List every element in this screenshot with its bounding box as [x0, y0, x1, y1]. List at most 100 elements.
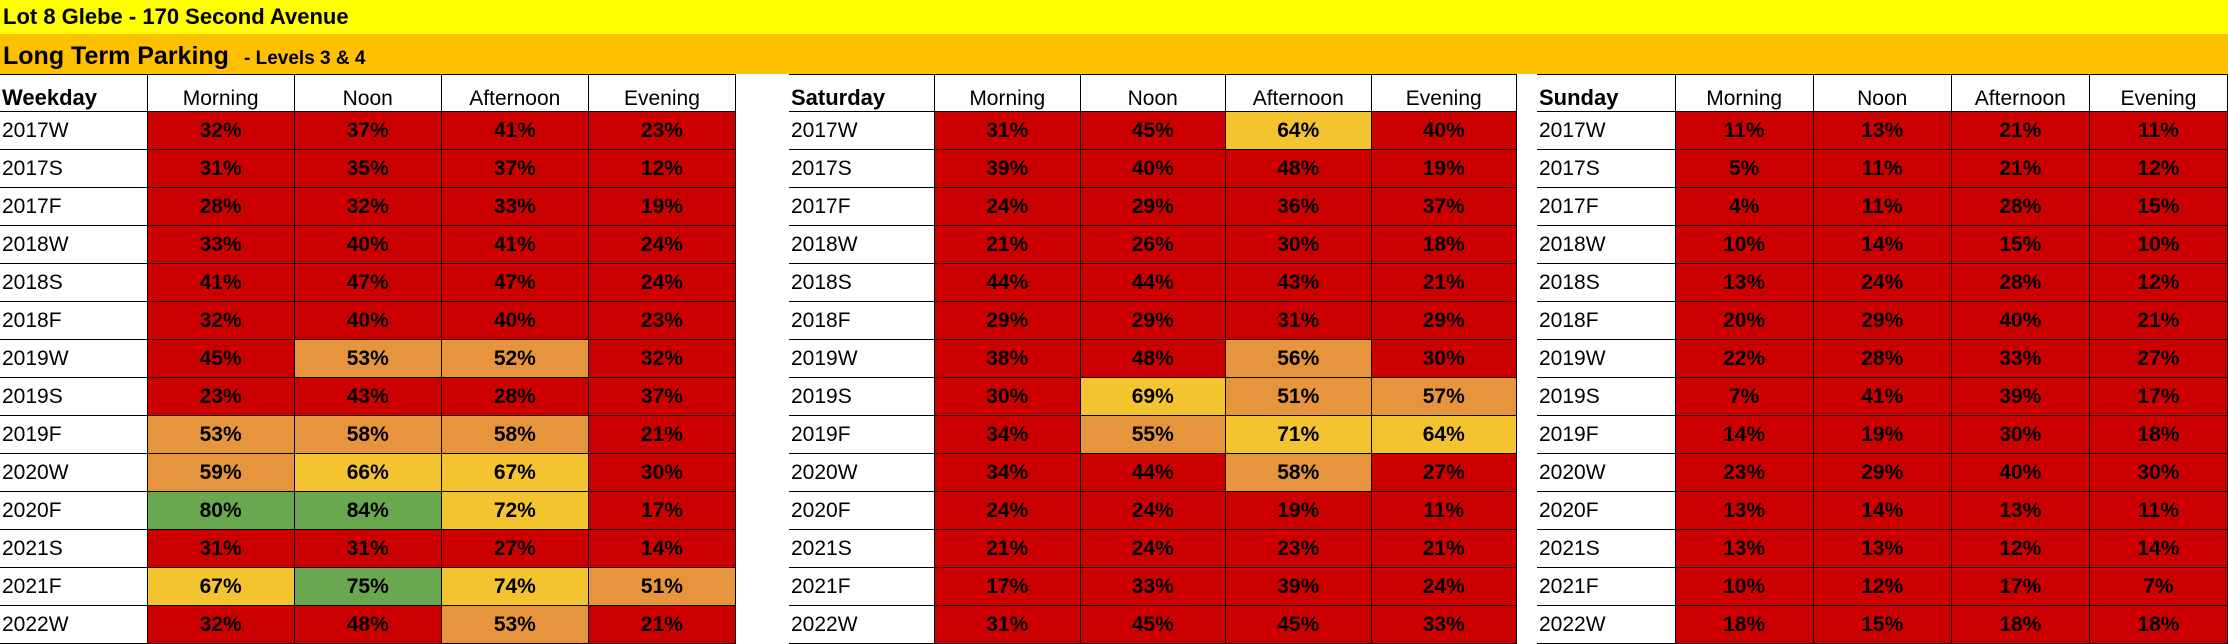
- occupancy-cell[interactable]: 28%: [1950, 263, 2090, 302]
- column-header-cell[interactable]: Evening: [587, 74, 737, 112]
- section-title-row[interactable]: Long Term Parking - Levels 3 & 4: [0, 34, 2228, 74]
- period-cell[interactable]: 2019S: [789, 377, 935, 416]
- occupancy-cell[interactable]: 14%: [1674, 415, 1814, 454]
- occupancy-cell[interactable]: 28%: [1950, 187, 2090, 226]
- occupancy-cell[interactable]: 30%: [587, 453, 737, 492]
- occupancy-cell[interactable]: 48%: [293, 605, 442, 644]
- occupancy-cell[interactable]: 30%: [1370, 339, 1517, 378]
- period-cell[interactable]: 2018S: [1537, 263, 1676, 302]
- period-cell[interactable]: 2018W: [0, 225, 148, 264]
- occupancy-cell[interactable]: 21%: [934, 225, 1081, 264]
- occupancy-cell[interactable]: 37%: [440, 149, 589, 188]
- occupancy-cell[interactable]: 13%: [1812, 529, 1952, 568]
- occupancy-cell[interactable]: 40%: [1950, 301, 2090, 340]
- period-cell[interactable]: 2018S: [0, 263, 148, 302]
- occupancy-cell[interactable]: 34%: [934, 415, 1081, 454]
- occupancy-cell[interactable]: 26%: [1079, 225, 1226, 264]
- occupancy-cell[interactable]: 7%: [1674, 377, 1814, 416]
- occupancy-cell[interactable]: 72%: [440, 491, 589, 530]
- occupancy-cell[interactable]: 43%: [293, 377, 442, 416]
- occupancy-cell[interactable]: 21%: [934, 529, 1081, 568]
- occupancy-cell[interactable]: 21%: [1950, 111, 2090, 150]
- occupancy-cell[interactable]: 40%: [1079, 149, 1226, 188]
- occupancy-cell[interactable]: 30%: [1950, 415, 2090, 454]
- occupancy-cell[interactable]: 21%: [1370, 263, 1517, 302]
- occupancy-cell[interactable]: 53%: [440, 605, 589, 644]
- column-header-cell[interactable]: Evening: [1370, 74, 1517, 112]
- occupancy-cell[interactable]: 31%: [1225, 301, 1372, 340]
- occupancy-cell[interactable]: 31%: [934, 111, 1081, 150]
- occupancy-cell[interactable]: 57%: [1370, 377, 1517, 416]
- period-cell[interactable]: 2017W: [0, 111, 148, 150]
- period-cell[interactable]: 2021F: [0, 567, 148, 606]
- occupancy-cell[interactable]: 15%: [1950, 225, 2090, 264]
- panel-label-cell[interactable]: Saturday: [789, 74, 935, 112]
- panel-label-cell[interactable]: Weekday: [0, 74, 148, 112]
- period-cell[interactable]: 2018W: [1537, 225, 1676, 264]
- occupancy-cell[interactable]: 39%: [1950, 377, 2090, 416]
- occupancy-cell[interactable]: 23%: [146, 377, 295, 416]
- occupancy-cell[interactable]: 27%: [2088, 339, 2228, 378]
- column-header-cell[interactable]: Noon: [293, 74, 442, 112]
- occupancy-cell[interactable]: 24%: [1812, 263, 1952, 302]
- period-cell[interactable]: 2020W: [0, 453, 148, 492]
- column-header-cell[interactable]: Morning: [146, 74, 295, 112]
- occupancy-cell[interactable]: 18%: [2088, 605, 2228, 644]
- occupancy-cell[interactable]: 19%: [1370, 149, 1517, 188]
- occupancy-cell[interactable]: 53%: [293, 339, 442, 378]
- occupancy-cell[interactable]: 24%: [587, 263, 737, 302]
- occupancy-cell[interactable]: 39%: [934, 149, 1081, 188]
- occupancy-cell[interactable]: 32%: [146, 111, 295, 150]
- panel-label-cell[interactable]: Sunday: [1537, 74, 1676, 112]
- occupancy-cell[interactable]: 21%: [2088, 301, 2228, 340]
- period-cell[interactable]: 2019W: [1537, 339, 1676, 378]
- occupancy-cell[interactable]: 32%: [293, 187, 442, 226]
- occupancy-cell[interactable]: 22%: [1674, 339, 1814, 378]
- period-cell[interactable]: 2021S: [1537, 529, 1676, 568]
- occupancy-cell[interactable]: 11%: [2088, 491, 2228, 530]
- occupancy-cell[interactable]: 23%: [1674, 453, 1814, 492]
- occupancy-cell[interactable]: 30%: [1225, 225, 1372, 264]
- occupancy-cell[interactable]: 17%: [1950, 567, 2090, 606]
- occupancy-cell[interactable]: 29%: [1079, 301, 1226, 340]
- column-header-cell[interactable]: Morning: [1674, 74, 1814, 112]
- period-cell[interactable]: 2017F: [1537, 187, 1676, 226]
- occupancy-cell[interactable]: 18%: [1674, 605, 1814, 644]
- occupancy-cell[interactable]: 35%: [293, 149, 442, 188]
- occupancy-cell[interactable]: 12%: [1950, 529, 2090, 568]
- occupancy-cell[interactable]: 13%: [1674, 491, 1814, 530]
- occupancy-cell[interactable]: 18%: [1950, 605, 2090, 644]
- occupancy-cell[interactable]: 67%: [146, 567, 295, 606]
- occupancy-cell[interactable]: 14%: [1812, 491, 1952, 530]
- occupancy-cell[interactable]: 37%: [1370, 187, 1517, 226]
- occupancy-cell[interactable]: 10%: [2088, 225, 2228, 264]
- occupancy-cell[interactable]: 58%: [293, 415, 442, 454]
- occupancy-cell[interactable]: 18%: [1370, 225, 1517, 264]
- column-header-cell[interactable]: Morning: [934, 74, 1081, 112]
- occupancy-cell[interactable]: 11%: [2088, 111, 2228, 150]
- occupancy-cell[interactable]: 24%: [1370, 567, 1517, 606]
- occupancy-cell[interactable]: 19%: [587, 187, 737, 226]
- occupancy-cell[interactable]: 48%: [1079, 339, 1226, 378]
- occupancy-cell[interactable]: 39%: [1225, 567, 1372, 606]
- occupancy-cell[interactable]: 14%: [587, 529, 737, 568]
- occupancy-cell[interactable]: 64%: [1225, 111, 1372, 150]
- occupancy-cell[interactable]: 17%: [2088, 377, 2228, 416]
- occupancy-cell[interactable]: 29%: [1812, 453, 1952, 492]
- occupancy-cell[interactable]: 14%: [2088, 529, 2228, 568]
- period-cell[interactable]: 2017S: [1537, 149, 1676, 188]
- period-cell[interactable]: 2017S: [0, 149, 148, 188]
- period-cell[interactable]: 2022W: [1537, 605, 1676, 644]
- period-cell[interactable]: 2019F: [0, 415, 148, 454]
- occupancy-cell[interactable]: 12%: [1812, 567, 1952, 606]
- occupancy-cell[interactable]: 32%: [146, 301, 295, 340]
- period-cell[interactable]: 2019S: [0, 377, 148, 416]
- occupancy-cell[interactable]: 41%: [440, 111, 589, 150]
- occupancy-cell[interactable]: 37%: [293, 111, 442, 150]
- period-cell[interactable]: 2021F: [789, 567, 935, 606]
- occupancy-cell[interactable]: 11%: [1812, 187, 1952, 226]
- occupancy-cell[interactable]: 58%: [1225, 453, 1372, 492]
- occupancy-cell[interactable]: 19%: [1225, 491, 1372, 530]
- column-header-cell[interactable]: Afternoon: [1225, 74, 1372, 112]
- occupancy-cell[interactable]: 48%: [1225, 149, 1372, 188]
